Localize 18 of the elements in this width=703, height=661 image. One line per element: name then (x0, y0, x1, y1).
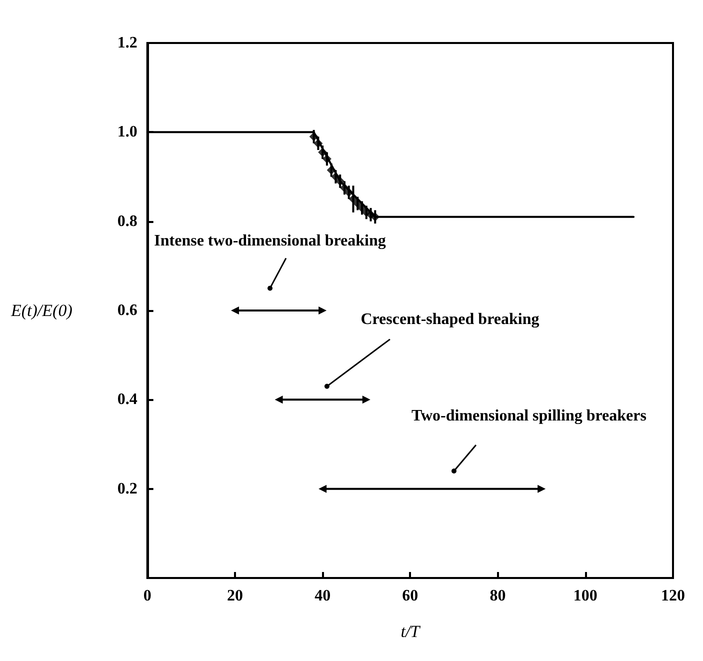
x-tick-label: 80 (490, 588, 506, 604)
x-tick-label: 0 (143, 588, 152, 604)
y-axis-title: E(t)/E(0) (10, 301, 73, 320)
x-tick-label: 100 (573, 588, 598, 604)
y-tick-label: 0.6 (117, 302, 138, 319)
x-tick-label: 60 (402, 588, 418, 604)
y-tick-label: 0.8 (117, 212, 138, 230)
y-tick-label: 1.2 (117, 34, 138, 52)
annotation: Crescent-shaped breaking (360, 310, 540, 328)
y-tick-label: 0.4 (117, 391, 138, 408)
x-tick-label: 40 (314, 588, 331, 604)
annotation: Two-dimensional spilling breakers (411, 408, 646, 424)
x-tick-label: 120 (661, 588, 685, 604)
y-tick-label: 1.0 (117, 124, 138, 141)
y-tick-label: 0.2 (117, 480, 138, 498)
annotation: Intense two-dimensional breaking (154, 232, 386, 250)
x-tick-label: 20 (226, 588, 243, 604)
x-axis-title: t/T (400, 622, 422, 641)
